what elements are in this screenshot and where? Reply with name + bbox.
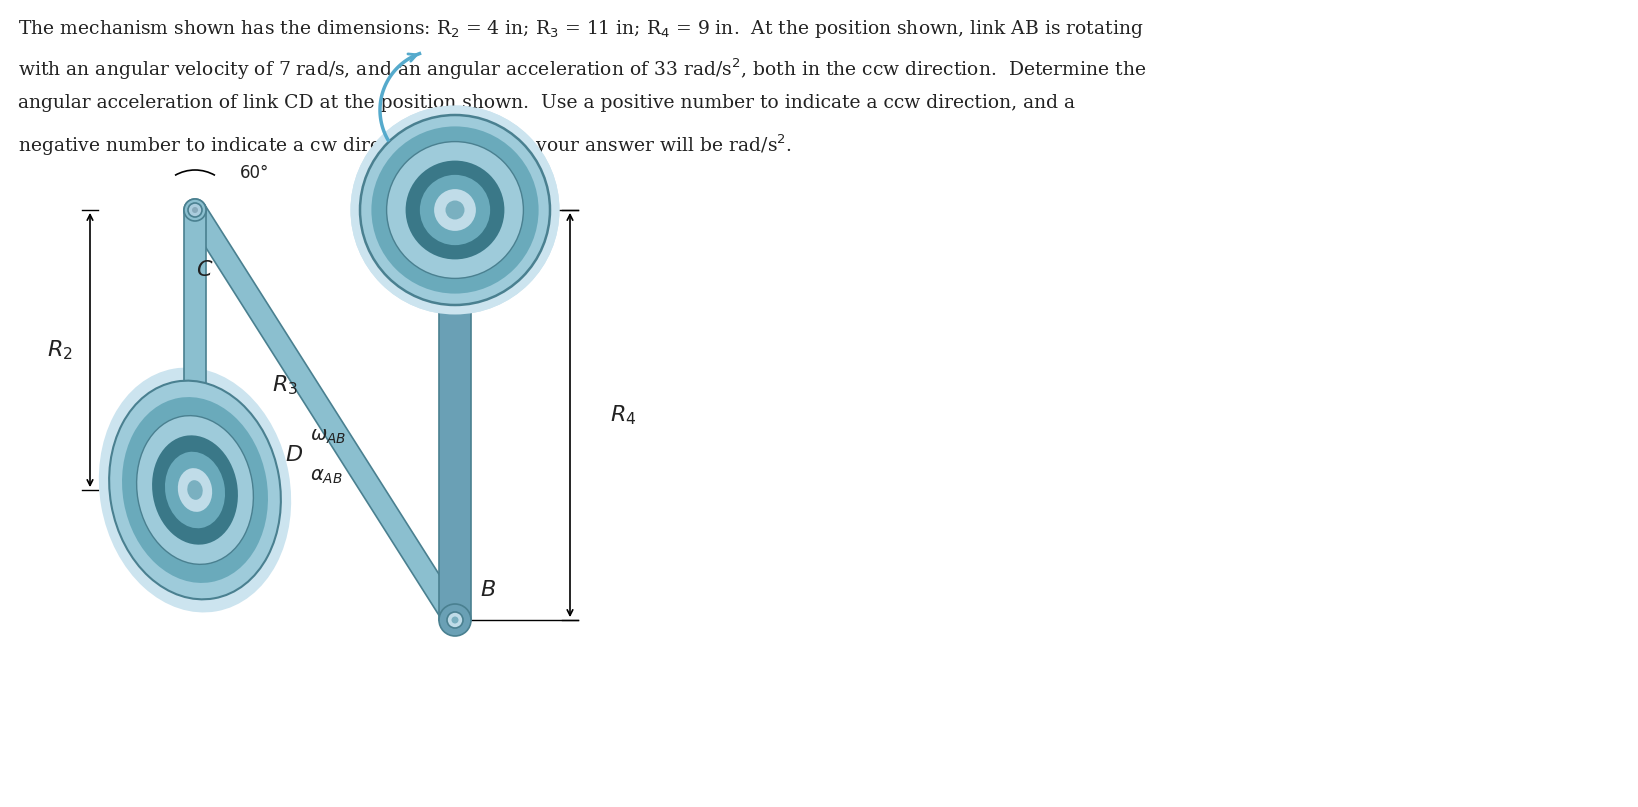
Circle shape xyxy=(434,189,477,231)
Ellipse shape xyxy=(179,468,213,512)
Circle shape xyxy=(351,106,560,315)
Circle shape xyxy=(372,127,539,294)
Circle shape xyxy=(372,127,539,294)
Circle shape xyxy=(446,200,465,220)
Text: $R_4$: $R_4$ xyxy=(609,404,637,427)
Ellipse shape xyxy=(121,397,269,583)
Circle shape xyxy=(452,617,459,624)
Text: $A$: $A$ xyxy=(473,228,490,248)
Ellipse shape xyxy=(98,367,292,613)
Text: angular acceleration of link CD at the position shown.  Use a positive number to: angular acceleration of link CD at the p… xyxy=(18,94,1075,112)
Circle shape xyxy=(183,199,206,221)
Circle shape xyxy=(183,479,206,501)
Ellipse shape xyxy=(110,381,280,600)
Circle shape xyxy=(439,604,472,636)
Circle shape xyxy=(406,161,505,259)
Ellipse shape xyxy=(165,452,224,529)
Text: $R_2$: $R_2$ xyxy=(48,338,72,362)
Polygon shape xyxy=(439,210,472,620)
Polygon shape xyxy=(183,210,206,490)
Circle shape xyxy=(360,115,550,305)
Circle shape xyxy=(360,115,550,305)
Circle shape xyxy=(419,175,490,245)
Text: $R_3$: $R_3$ xyxy=(272,373,298,397)
Circle shape xyxy=(192,207,198,213)
Circle shape xyxy=(419,175,490,245)
Text: with an angular velocity of 7 rad/s, and an angular acceleration of 33 rad/s$^2$: with an angular velocity of 7 rad/s, and… xyxy=(18,56,1147,82)
Circle shape xyxy=(444,609,465,631)
Circle shape xyxy=(434,189,477,231)
Circle shape xyxy=(447,612,464,628)
Text: negative number to indicate a cw direction.  Units for your answer will be rad/s: negative number to indicate a cw directi… xyxy=(18,132,791,157)
Text: $\alpha_{AB}$: $\alpha_{AB}$ xyxy=(310,467,342,487)
Text: $D$: $D$ xyxy=(285,445,303,465)
Text: 60°: 60° xyxy=(241,164,269,182)
Polygon shape xyxy=(185,204,464,626)
Ellipse shape xyxy=(187,480,203,500)
Circle shape xyxy=(188,203,201,217)
Circle shape xyxy=(183,199,206,221)
Circle shape xyxy=(351,106,560,315)
Ellipse shape xyxy=(152,435,238,545)
Circle shape xyxy=(387,141,524,278)
Text: The mechanism shown has the dimensions: R$_2$ = 4 in; R$_3$ = 11 in; R$_4$ = 9 i: The mechanism shown has the dimensions: … xyxy=(18,18,1143,40)
Text: $\omega_{AB}$: $\omega_{AB}$ xyxy=(310,428,346,446)
Circle shape xyxy=(446,200,465,220)
Circle shape xyxy=(406,161,505,259)
Circle shape xyxy=(439,194,472,226)
Text: $B$: $B$ xyxy=(480,580,496,600)
Text: $C$: $C$ xyxy=(197,260,213,280)
Circle shape xyxy=(387,141,524,278)
Ellipse shape xyxy=(136,416,254,564)
